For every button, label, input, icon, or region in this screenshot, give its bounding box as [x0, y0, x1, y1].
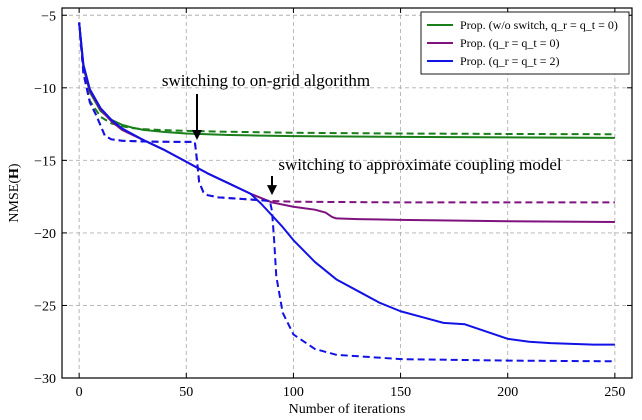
annotation-arrowhead-2	[267, 185, 277, 196]
x-tick-label: 50	[179, 385, 193, 400]
legend-box	[420, 11, 630, 75]
x-tick-label: 150	[390, 385, 411, 400]
x-tick-label: 100	[283, 385, 304, 400]
y-tick-label: −30	[34, 372, 56, 387]
series-layer	[78, 22, 615, 363]
x-axis-label: Number of iterations	[289, 402, 406, 417]
y-axis-label: NMSE(H)	[7, 163, 22, 222]
x-tick-label: 0	[76, 385, 83, 400]
y-tick-label: −10	[34, 82, 56, 97]
annotation-text-2: switching to approximate coupling model	[278, 155, 562, 174]
series-line-2	[78, 22, 615, 136]
y-tick-label: −20	[34, 227, 56, 242]
legend-label-3: Prop. (q_r = q_t = 2)	[460, 54, 560, 68]
x-tick-label: 250	[604, 385, 625, 400]
legend: Prop. (w/o switch, q_r = q_t = 0) Prop. (…	[420, 11, 630, 75]
series-line-6	[78, 22, 615, 363]
legend-label-1: Prop. (w/o switch, q_r = q_t = 0)	[460, 18, 618, 32]
annotations: switching to on-grid algorithm switching …	[162, 71, 562, 196]
x-tick-label: 200	[497, 385, 518, 400]
y-tick-label: −25	[34, 299, 56, 314]
annotation-arrowhead-1	[192, 130, 202, 141]
y-tick-label: −15	[34, 154, 56, 169]
plot-frame	[61, 7, 633, 379]
ticks: 0 50 100 150 200 250 −5 −10 −15 −20 −25 −30	[34, 8, 632, 400]
annotation-text-1: switching to on-grid algorithm	[162, 71, 370, 90]
series-line-5	[78, 22, 615, 346]
axes	[61, 7, 633, 379]
legend-label-2: Prop. (q_r = q_t = 0)	[460, 36, 560, 50]
y-tick-label: −5	[41, 9, 56, 24]
